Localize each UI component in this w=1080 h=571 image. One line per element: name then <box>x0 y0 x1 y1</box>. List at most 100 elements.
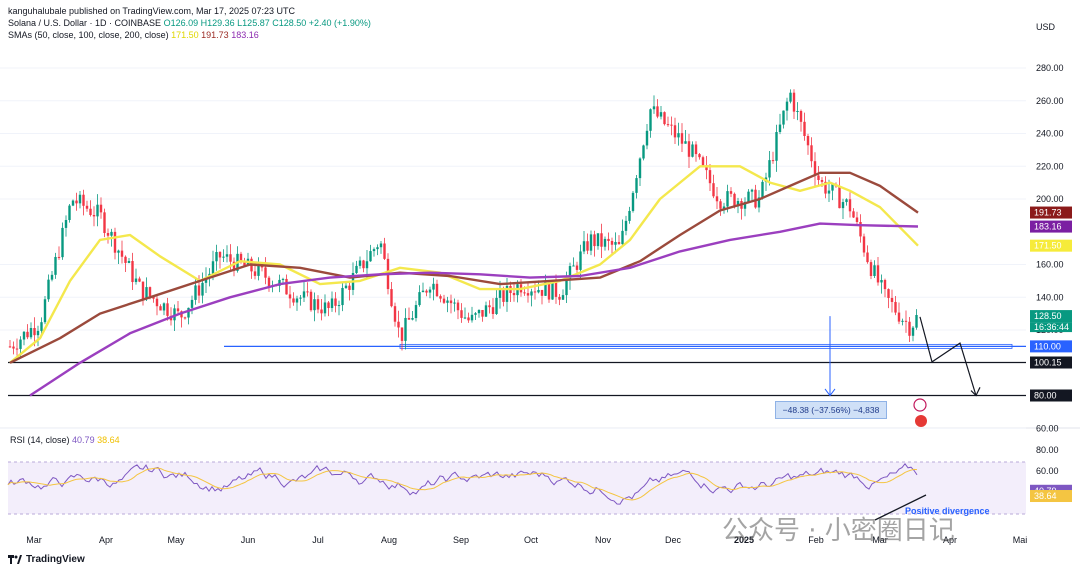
candle-body <box>383 243 386 259</box>
projection-path <box>919 316 977 396</box>
candle-body <box>876 265 880 283</box>
candle-body <box>915 315 918 328</box>
candle-body <box>484 305 488 317</box>
candle-body <box>439 296 442 299</box>
candle-body <box>869 262 873 276</box>
y-tick-label: 60.00 <box>1036 423 1059 433</box>
candle-body <box>533 291 537 293</box>
tradingview-brand[interactable]: TradingView <box>8 554 85 565</box>
candle-body <box>82 194 85 206</box>
candle-body <box>372 249 376 252</box>
us-flag-icon <box>915 415 927 427</box>
candle-body <box>502 290 505 302</box>
support1-tag: 110.00 <box>1034 341 1061 351</box>
rsi-label: RSI (14, close) <box>10 435 70 445</box>
x-tick-label: Jun <box>241 535 256 545</box>
candle-body <box>579 251 582 270</box>
candle-body <box>456 302 460 311</box>
candle-body <box>92 214 96 217</box>
measure-tool-label: −48.38 (−37.56%) −4,838 <box>775 401 887 419</box>
candle-body <box>565 279 568 296</box>
candle-body <box>883 280 887 290</box>
sma200-tag: 183.16 <box>1034 222 1062 232</box>
rsi-band <box>8 462 1026 514</box>
candle-body <box>470 314 474 321</box>
sma100-value: 191.73 <box>201 30 229 40</box>
candle-body <box>306 291 309 293</box>
candle-body <box>792 92 796 112</box>
candle-body <box>733 193 736 207</box>
y-tick-label: 260.00 <box>1036 96 1064 106</box>
candle-body <box>824 181 827 194</box>
watermark: 公众号 · 小密圈日记 <box>722 516 955 546</box>
candle-body <box>131 261 134 283</box>
candle-body <box>610 240 614 245</box>
candle-body <box>575 265 579 270</box>
candle-body <box>285 278 288 295</box>
candle-body <box>540 289 544 296</box>
candle-body <box>467 317 470 321</box>
candle-body <box>411 318 414 320</box>
candle-body <box>47 279 50 300</box>
candle-body <box>680 133 684 144</box>
x-tick-label: Aug <box>381 535 397 545</box>
candle-body <box>631 192 635 211</box>
candle-body <box>775 132 778 161</box>
candle-body <box>442 298 446 303</box>
y-tick-label: 140.00 <box>1036 292 1064 302</box>
sma200-tag-bg <box>1030 220 1072 233</box>
candle-body <box>330 298 334 309</box>
candle-body <box>134 278 138 283</box>
candle-body <box>309 291 313 311</box>
candle-body <box>148 287 152 297</box>
candle-body <box>659 112 663 117</box>
candle-body <box>600 233 603 247</box>
candle-body <box>761 181 764 198</box>
candle-body <box>530 291 533 296</box>
candle-body <box>673 125 677 138</box>
candle-body <box>183 317 187 319</box>
candle-body <box>320 309 323 314</box>
sma-row[interactable]: SMAs (50, close, 100, close, 200, close)… <box>8 29 371 41</box>
candle-body <box>159 306 162 311</box>
candle-body <box>295 298 299 303</box>
candle-body <box>635 178 638 193</box>
sma-label: SMAs (50, close, 100, close, 200, close) <box>8 30 169 40</box>
candle-body <box>547 282 551 300</box>
candle-body <box>890 297 894 302</box>
x-tick-label: Oct <box>524 535 539 545</box>
candle-body <box>323 302 327 314</box>
candle-body <box>348 285 351 290</box>
x-tick-label: Sep <box>453 535 469 545</box>
ohlc-open: O126.09 <box>163 18 199 28</box>
candle-body <box>505 285 509 302</box>
candle-body <box>463 317 467 319</box>
sma50-value: 171.50 <box>171 30 199 40</box>
candle-body <box>358 260 362 266</box>
x-tick-label: Mai <box>1013 535 1028 545</box>
candle-body <box>435 283 439 297</box>
candle-body <box>113 231 117 253</box>
candle-body <box>831 184 834 191</box>
symbol-name[interactable]: Solana / U.S. Dollar · 1D · COINBASE <box>8 18 162 28</box>
candle-body <box>407 317 411 320</box>
candle-body <box>803 121 806 136</box>
candle-body <box>393 306 397 322</box>
candle-body <box>19 339 22 349</box>
candle-body <box>645 130 649 146</box>
candle-body <box>827 190 831 194</box>
candle-body <box>257 264 260 276</box>
candle-body <box>211 261 215 274</box>
rsi-ma-value: 38.64 <box>97 435 120 445</box>
candle-body <box>432 283 435 290</box>
candle-body <box>491 307 495 314</box>
candle-body <box>691 144 694 157</box>
candle-body <box>838 186 841 209</box>
candle-body <box>705 165 708 171</box>
candle-body <box>26 331 29 338</box>
last-price-tag: 128.50 <box>1034 311 1062 321</box>
rsi-legend[interactable]: RSI (14, close) 40.79 38.64 <box>10 435 120 445</box>
candle-body <box>624 220 628 231</box>
candle-body <box>852 211 855 218</box>
